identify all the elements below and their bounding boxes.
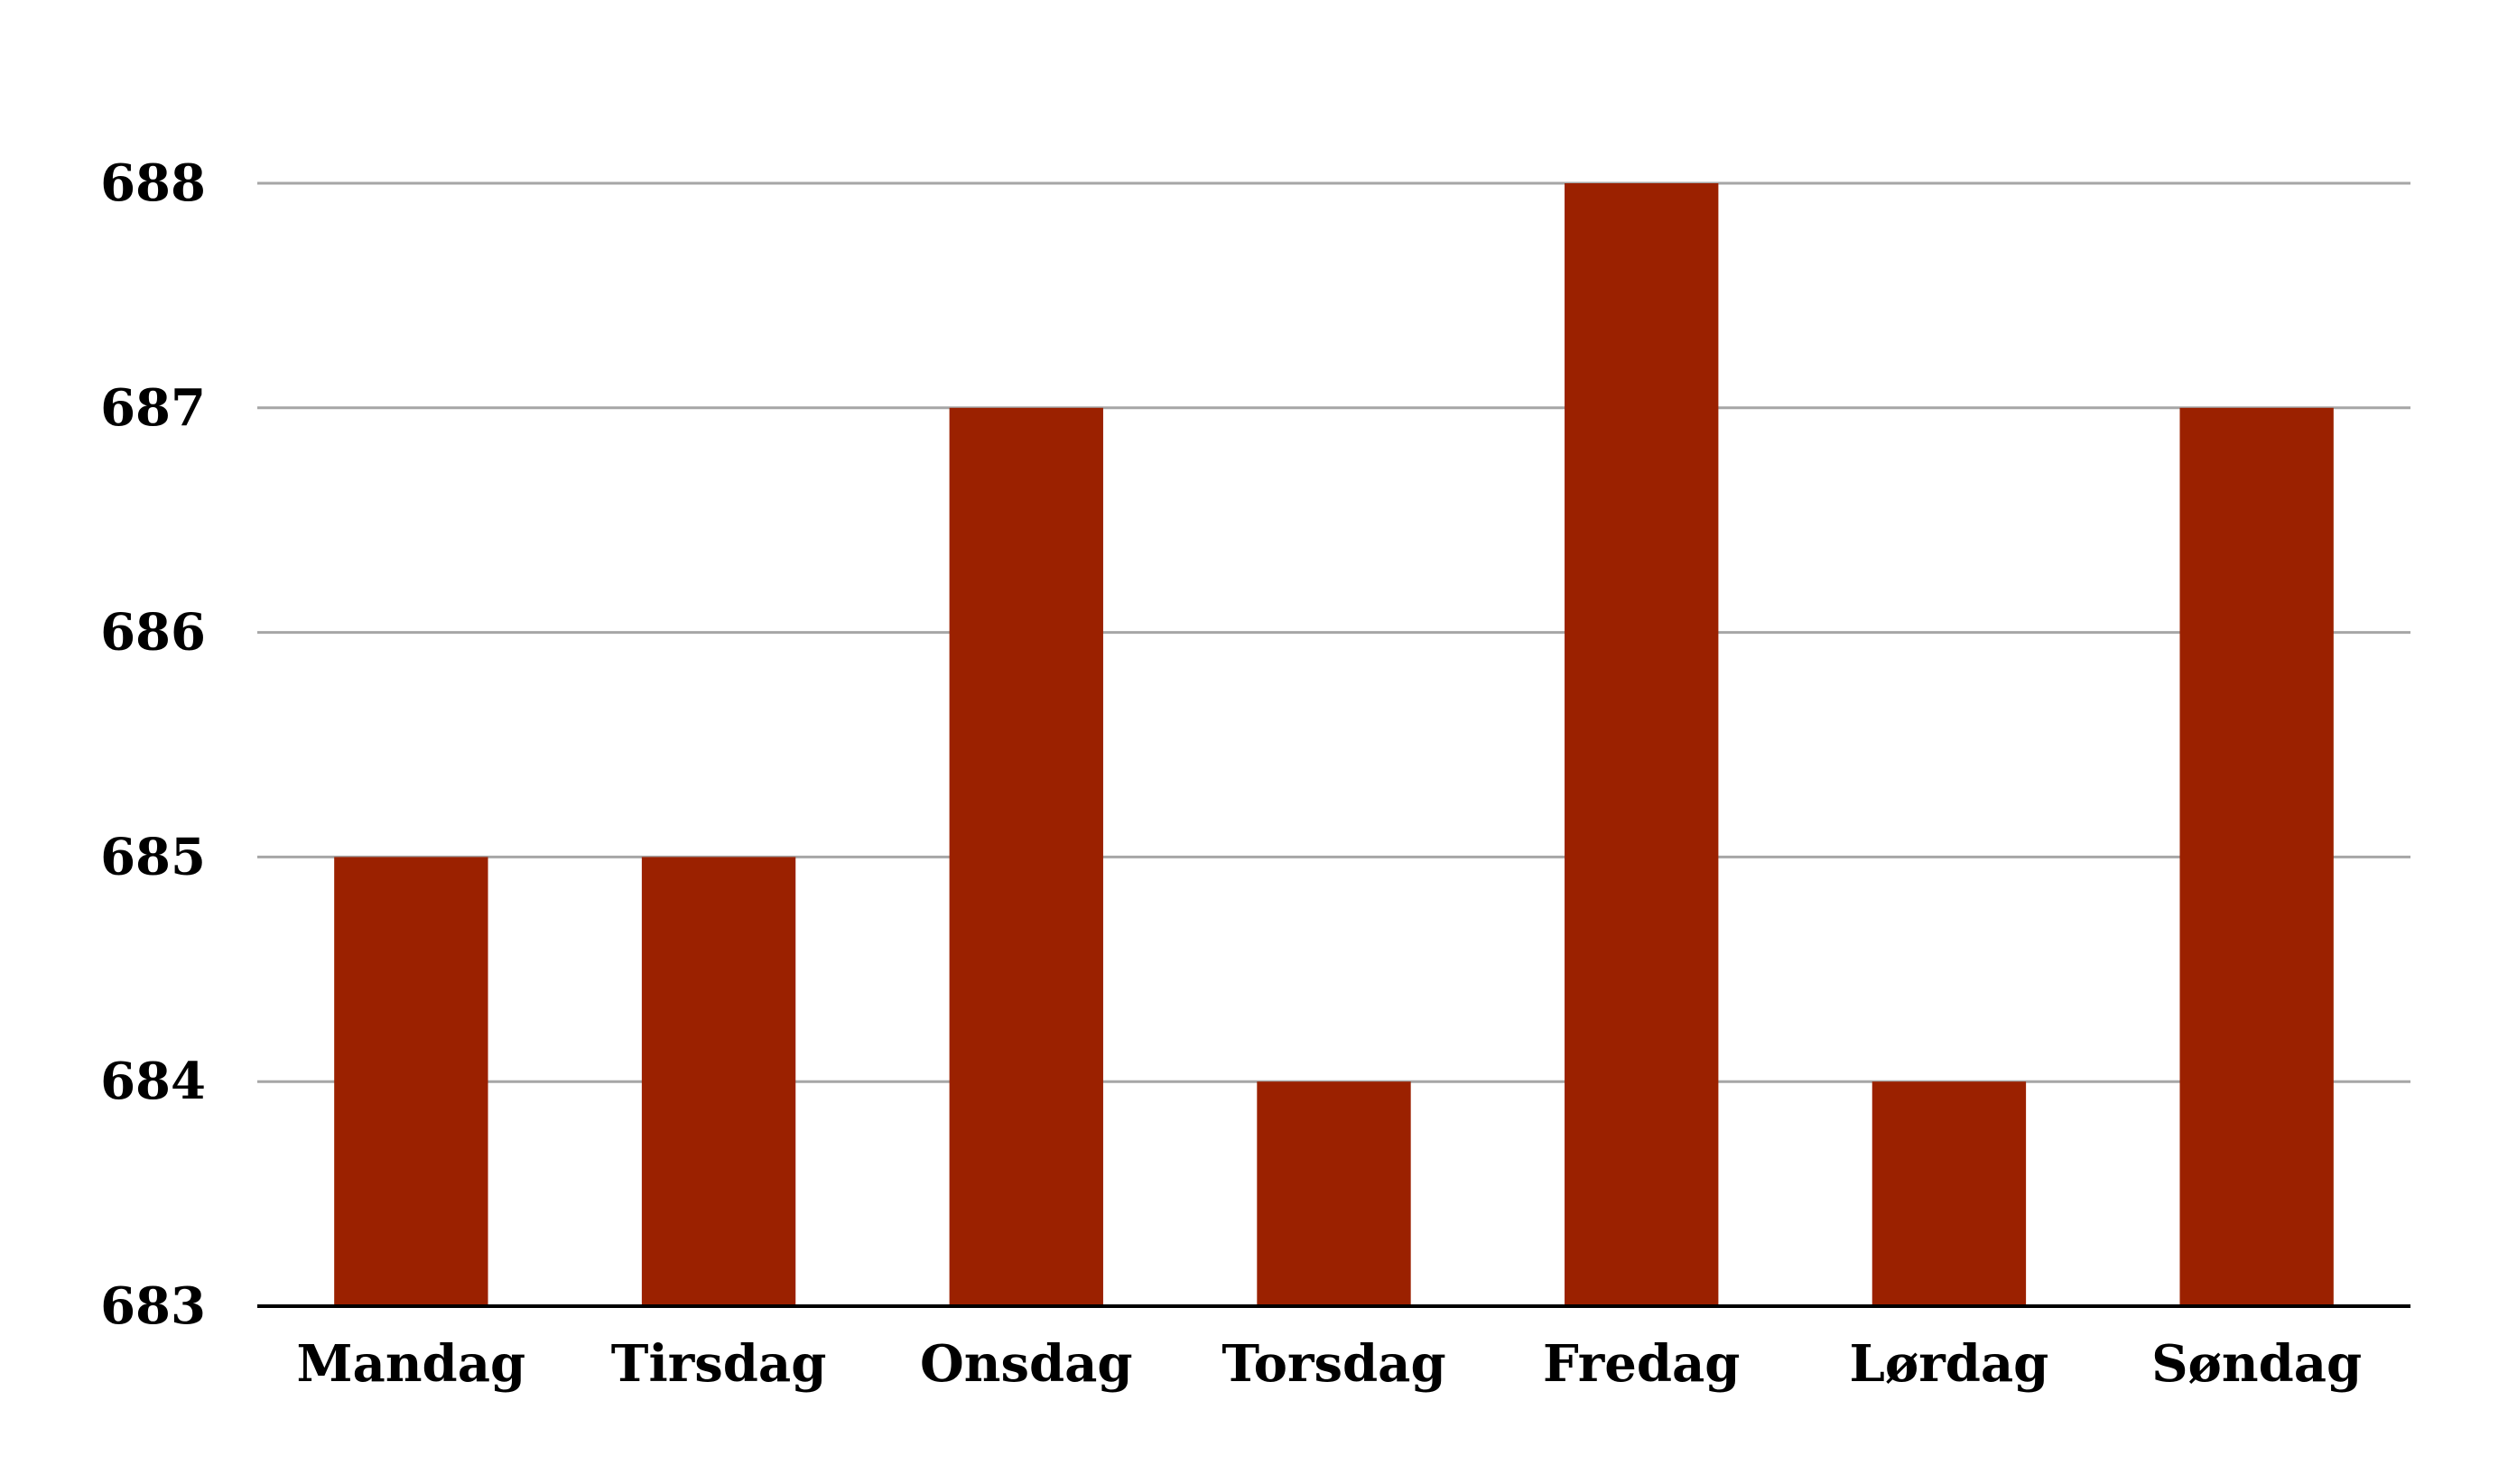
y-tick-label: 683: [100, 1276, 206, 1336]
y-tick-label: 684: [100, 1052, 206, 1111]
y-tick-label: 686: [100, 603, 206, 663]
bar-mandag: [334, 857, 488, 1306]
x-tick-label: Lørdag: [1850, 1334, 2049, 1394]
x-tick-label: Søndag: [2151, 1334, 2362, 1394]
x-tick-label: Mandag: [297, 1334, 526, 1394]
gridlines: [257, 181, 2410, 1083]
x-tick-label: Tirsdag: [611, 1334, 827, 1394]
y-tick-label: 688: [100, 153, 206, 213]
x-tick-label: Onsdag: [920, 1334, 1133, 1394]
y-axis-tick-labels: 683 684 685 686 687 688: [100, 153, 206, 1336]
bar-torsdag: [1257, 1081, 1411, 1306]
x-tick-label: Fredag: [1543, 1334, 1741, 1394]
y-tick-label: 685: [100, 827, 206, 886]
bar-tirsdag: [641, 857, 796, 1306]
bars: [334, 183, 2334, 1306]
bar-onsdag: [949, 407, 1103, 1306]
bar-søndag: [2179, 407, 2334, 1306]
bar-fredag: [1565, 183, 1719, 1306]
x-axis-tick-labels: Mandag Tirsdag Onsdag Torsdag Fredag Lørdag Sø…: [297, 1334, 2363, 1394]
y-tick-label: 687: [100, 378, 206, 438]
x-tick-label: Torsdag: [1221, 1334, 1445, 1394]
bar-lørdag: [1871, 1081, 2027, 1306]
